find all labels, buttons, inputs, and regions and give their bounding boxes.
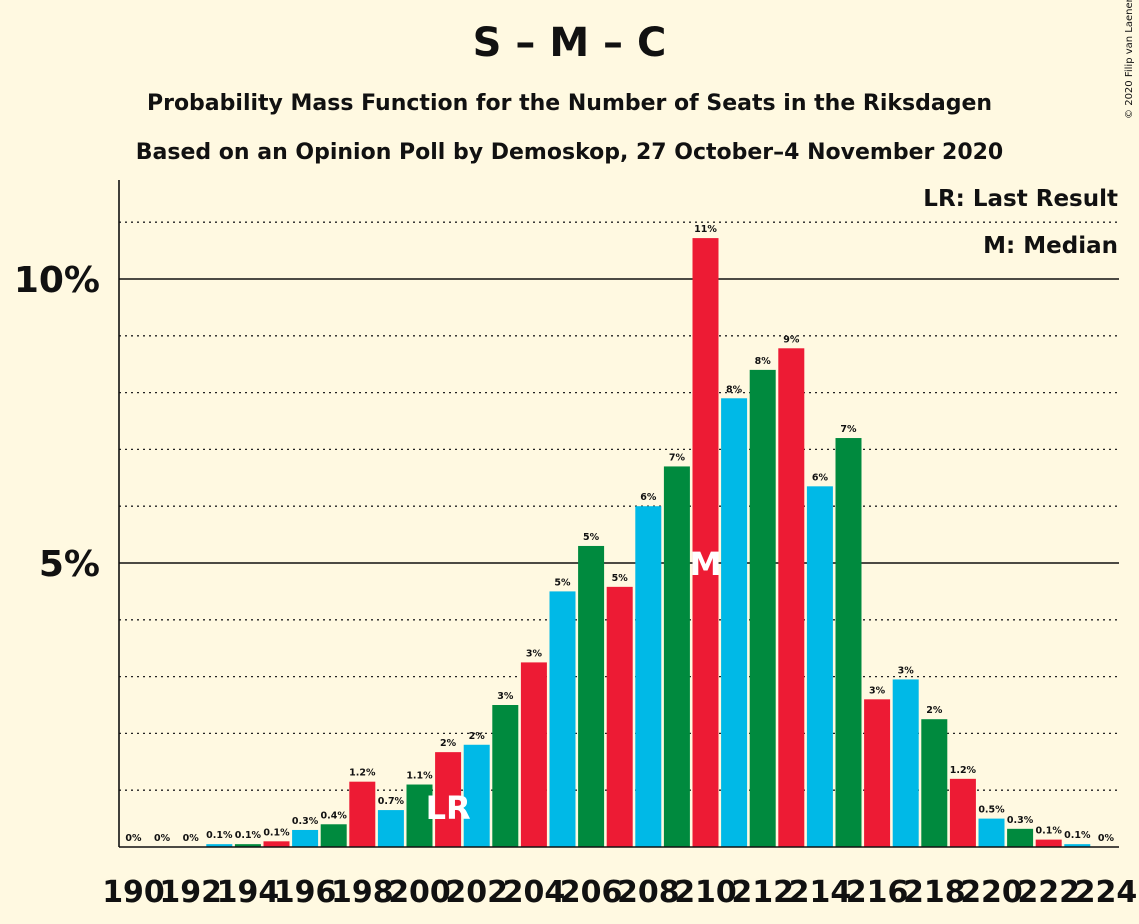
bar-value-label: 1.1% [406,771,433,782]
bar-213 [778,348,805,847]
x-tick-label: 224 [1075,875,1138,910]
bar-223 [1064,844,1091,847]
bar-202 [463,744,490,847]
x-tick-label: 216 [846,875,909,910]
bar-206 [578,545,605,847]
bar-value-label: 3% [526,648,543,659]
bar-value-label: 0.3% [1007,815,1034,826]
x-tick-label: 198 [331,875,394,910]
x-tick-label: 208 [617,875,680,910]
bar-217 [892,679,919,847]
bar-value-label: 0.5% [978,805,1005,816]
bar-220 [978,818,1005,847]
x-tick-label: 196 [274,875,337,910]
y-tick-label: 5% [39,544,100,585]
x-tick-label: 210 [674,875,737,910]
bar-218 [921,719,948,847]
x-tick-label: 218 [903,875,966,910]
bar-value-label: 0.3% [292,816,319,827]
bar-value-label: 1.2% [950,765,977,776]
legend-median: M: Median [983,233,1118,259]
bar-value-label: 6% [812,472,829,483]
bar-value-label: 0% [125,833,142,844]
bar-value-label: 0.1% [1036,826,1063,837]
bar-value-label: 3% [497,691,514,702]
bar-216 [864,699,891,847]
bar-value-label: 1.2% [349,768,376,779]
bar-value-label: 0.1% [1064,830,1091,841]
x-tick-label: 206 [560,875,623,910]
bar-199 [377,810,404,847]
bar-value-label: 8% [726,384,743,395]
bar-value-label: 0% [1098,833,1115,844]
bar-value-label: 5% [554,577,571,588]
bar-215 [835,438,862,847]
bar-value-label: 7% [669,452,686,463]
bar-221 [1007,828,1034,847]
x-tick-label: 202 [445,875,508,910]
bar-204 [520,662,547,847]
x-tick-label: 222 [1017,875,1080,910]
median-marker: M [690,545,722,583]
bar-201 [435,752,462,847]
bar-211 [721,398,748,847]
bar-value-label: 2% [469,731,486,742]
x-tick-label: 204 [503,875,566,910]
bar-value-label: 0% [183,833,200,844]
bar-value-label: 0.1% [206,830,233,841]
chart-subtitle-poll: Based on an Opinion Poll by Demoskop, 27… [135,140,1004,165]
bar-205 [549,591,576,847]
bar-value-label: 0.1% [235,830,262,841]
bar-219 [949,778,976,847]
bar-196 [292,829,319,847]
bar-value-label: 3% [869,685,886,696]
x-tick-label: 190 [102,875,165,910]
bar-value-label: 6% [640,492,657,503]
bar-value-label: 5% [583,532,600,543]
x-tick-label: 200 [388,875,451,910]
chart-subtitle: Probability Mass Function for the Number… [146,91,993,116]
bar-222 [1035,839,1062,847]
bar-value-label: 8% [755,356,772,367]
x-tick-label: 214 [789,875,852,910]
bar-195 [263,841,290,847]
bar-value-label: 7% [840,424,857,435]
bar-209 [663,466,690,847]
bar-value-label: 5% [612,573,629,584]
bar-198 [349,781,376,847]
x-tick-label: 220 [960,875,1023,910]
x-tick-label: 194 [217,875,280,910]
bar-194 [234,844,261,847]
bar-197 [320,824,347,847]
bar-212 [749,369,776,847]
bar-214 [806,486,833,847]
bar-200 [406,784,433,847]
bar-value-label: 0.4% [321,810,348,821]
bar-208 [635,506,662,847]
bar-203 [492,705,519,847]
bar-value-label: 0.1% [263,827,290,838]
bar-207 [606,586,633,847]
chart-title: S – M – C [472,20,667,66]
bar-value-label: 0.7% [378,796,405,807]
bar-193 [206,844,233,847]
bar-210 [692,238,719,847]
legend-last-result: LR: Last Result [923,186,1118,212]
bar-value-label: 2% [440,738,457,749]
bar-value-label: 2% [926,705,943,716]
bar-value-label: 11% [694,224,717,235]
x-tick-label: 192 [159,875,222,910]
last-result-marker: LR [426,789,471,827]
x-tick-label: 212 [731,875,794,910]
y-tick-label: 10% [14,260,100,301]
bar-value-label: 9% [783,334,800,345]
bar-value-label: 0% [154,833,171,844]
bar-value-label: 3% [898,665,915,676]
